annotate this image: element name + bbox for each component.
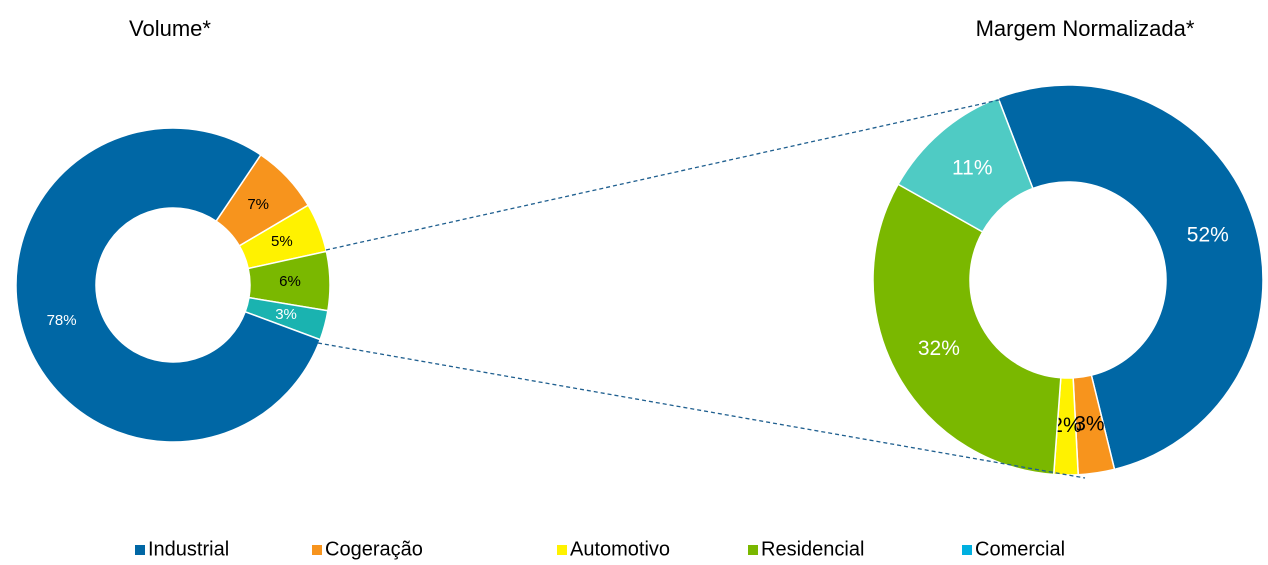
legend-swatch <box>962 545 972 555</box>
slice <box>897 96 1034 233</box>
legend-label: Residencial <box>761 538 864 560</box>
donut: 7% 5% 6% 3% 78% Volume* <box>15 16 331 443</box>
legend: Industrial Cogeração Automotivo Residencial… <box>135 538 1065 560</box>
slice <box>15 127 322 443</box>
connector <box>317 342 1086 479</box>
data-label: 11% <box>952 157 992 180</box>
data-label: 3% <box>275 306 297 323</box>
data-label: 52% <box>1187 224 1229 247</box>
donut: 52% 3%2% 32% 11% Margem Normalizada* <box>872 16 1264 476</box>
data-label: 32% <box>918 337 960 360</box>
legend-label: Cogeração <box>325 538 423 560</box>
chart-title: Margem Normalizada* <box>976 16 1195 41</box>
legend-swatch <box>135 545 145 555</box>
legend-swatch <box>557 545 567 555</box>
legend-swatch <box>748 545 758 555</box>
data-label: 2% <box>1051 414 1081 437</box>
slice <box>997 84 1264 471</box>
legend-label: Automotivo <box>570 538 670 560</box>
legend-label: Industrial <box>148 538 229 560</box>
data-label: 78% <box>47 312 77 329</box>
data-label: 3% <box>1074 412 1104 435</box>
slice <box>872 183 1062 476</box>
legend-swatch <box>312 545 322 555</box>
data-label: 5% <box>271 233 293 250</box>
legend-label: Comercial <box>975 538 1065 560</box>
chart-title: Volume* <box>129 16 211 41</box>
data-label: 6% <box>279 273 301 290</box>
data-label: 7% <box>247 196 269 213</box>
connector <box>325 97 1009 251</box>
